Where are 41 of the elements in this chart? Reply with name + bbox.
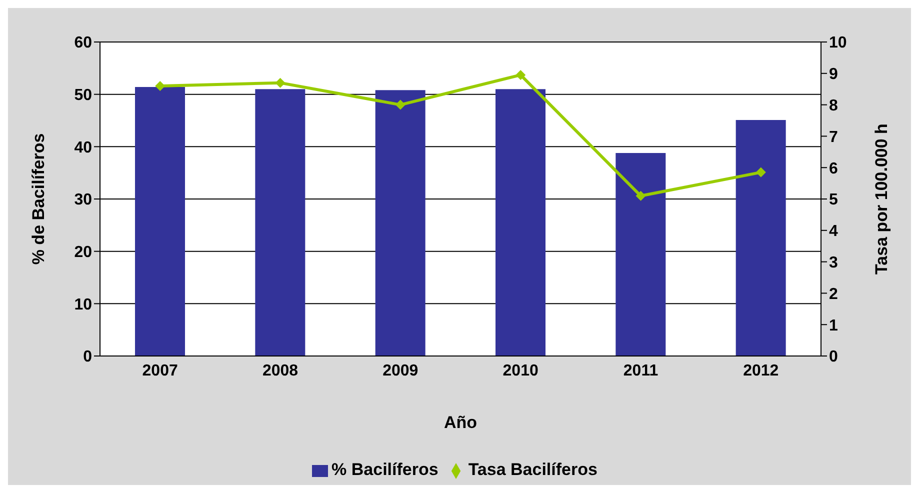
y2-tick-label: 0 [829, 348, 838, 366]
point [756, 167, 766, 178]
legend-label: Tasa Bacilíferos [468, 460, 598, 479]
x-axis-title: Año [444, 413, 478, 432]
y2-tick-label: 9 [829, 66, 838, 84]
y2-tick-label: 5 [829, 192, 838, 209]
y2-tick-label: 10 [829, 34, 847, 52]
y-tick-label: 20 [74, 244, 92, 262]
point [636, 190, 646, 201]
point [395, 100, 406, 110]
y-tick-label: 0 [83, 348, 92, 366]
y-tick-label: 30 [74, 192, 92, 209]
x-tick-label: 2011 [623, 362, 658, 380]
x-tick-label: 2012 [743, 362, 779, 380]
x-tick-label: 2009 [382, 362, 418, 380]
y2-tick-label: 1 [829, 317, 838, 334]
y2-axis-title: Tasa por 100.000 h [872, 124, 892, 274]
y-axis-title: % de Bacilíferos [29, 133, 48, 265]
y2-tick-label: 2 [829, 286, 838, 303]
bar [375, 90, 426, 356]
y2-tick-label: 4 [829, 223, 838, 240]
y-tick-label: 40 [74, 139, 92, 156]
bar [255, 89, 306, 356]
y2-tick-label: 7 [829, 128, 838, 146]
bar [736, 120, 786, 356]
y2-tick-label: 3 [829, 254, 838, 272]
y-tick-label: 60 [74, 34, 92, 52]
x-tick-label: 2007 [142, 362, 178, 380]
point [516, 70, 526, 80]
point [275, 78, 286, 88]
bar [135, 87, 185, 356]
y-tick-label: 50 [74, 87, 92, 104]
y2-tick-label: 8 [829, 97, 838, 114]
y-tick-label: 10 [74, 296, 92, 314]
y2-tick-label: 6 [829, 160, 838, 178]
legend-label: % Bacilíferos [332, 460, 438, 479]
point [155, 80, 166, 91]
x-tick-label: 2008 [262, 362, 298, 380]
bar [616, 152, 666, 356]
bar [496, 89, 546, 356]
x-tick-label: 2010 [502, 362, 538, 380]
